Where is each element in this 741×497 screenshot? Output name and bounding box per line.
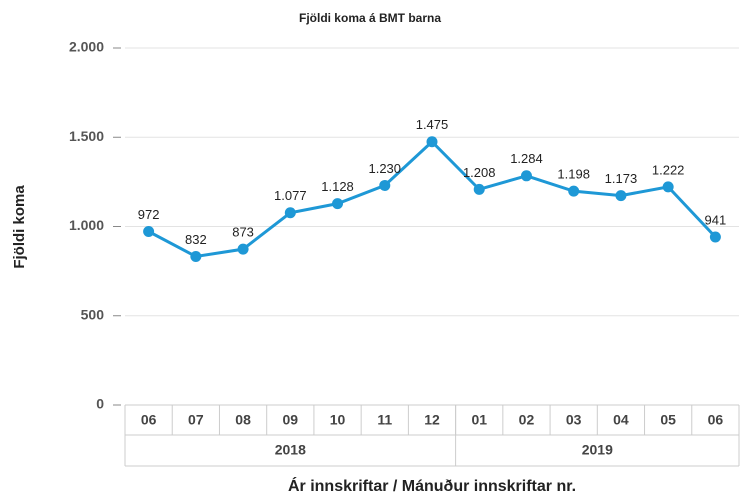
y-tick-label: 2.000	[69, 39, 104, 55]
y-tick-label: 500	[81, 306, 105, 322]
x-tick-label: 07	[188, 412, 204, 428]
data-point	[284, 207, 296, 219]
data-label: 1.284	[510, 151, 543, 166]
x-tick-label: 12	[424, 412, 440, 428]
data-label: 1.198	[557, 167, 590, 182]
data-point	[709, 231, 721, 243]
y-tick-label: 1.000	[69, 217, 104, 233]
group-label: 2018	[275, 442, 306, 458]
x-tick-label: 06	[708, 412, 724, 428]
data-point	[426, 136, 438, 148]
data-label: 1.475	[416, 117, 449, 132]
data-label: 832	[185, 232, 207, 247]
data-label: 1.128	[321, 179, 354, 194]
data-point	[379, 179, 391, 191]
data-label: 1.173	[605, 171, 638, 186]
data-point	[332, 198, 344, 210]
data-label: 1.208	[463, 165, 496, 180]
x-tick-label: 06	[141, 412, 157, 428]
data-point	[473, 183, 485, 195]
x-tick-label: 02	[519, 412, 535, 428]
data-point	[237, 243, 249, 255]
data-label: 972	[138, 207, 160, 222]
x-tick-label: 11	[377, 412, 392, 428]
chart-title: Fjöldi koma á BMT barna	[299, 11, 441, 25]
y-tick-label: 1.500	[69, 128, 104, 144]
y-tick-label: 0	[96, 396, 104, 412]
data-label: 1.222	[652, 162, 685, 177]
data-label: 873	[232, 225, 254, 240]
x-axis-title: Ár innskriftar / Mánuður innskriftar nr.	[288, 476, 576, 495]
x-tick-label: 01	[471, 412, 487, 428]
data-label: 1.077	[274, 188, 307, 203]
x-tick-label: 08	[235, 412, 251, 428]
x-tick-label: 03	[566, 412, 582, 428]
data-point	[520, 170, 532, 182]
group-label: 2019	[582, 442, 613, 458]
x-tick-label: 10	[330, 412, 346, 428]
data-point	[190, 250, 202, 262]
x-tick-label: 04	[613, 412, 629, 428]
x-tick-label: 09	[283, 412, 299, 428]
y-axis-title: Fjöldi koma	[11, 185, 28, 269]
data-point	[662, 181, 674, 193]
data-label: 1.230	[368, 161, 401, 176]
x-tick-label: 05	[660, 412, 676, 428]
data-point	[568, 185, 580, 197]
data-label: 941	[705, 212, 727, 227]
data-point	[143, 225, 155, 237]
data-point	[615, 190, 627, 202]
